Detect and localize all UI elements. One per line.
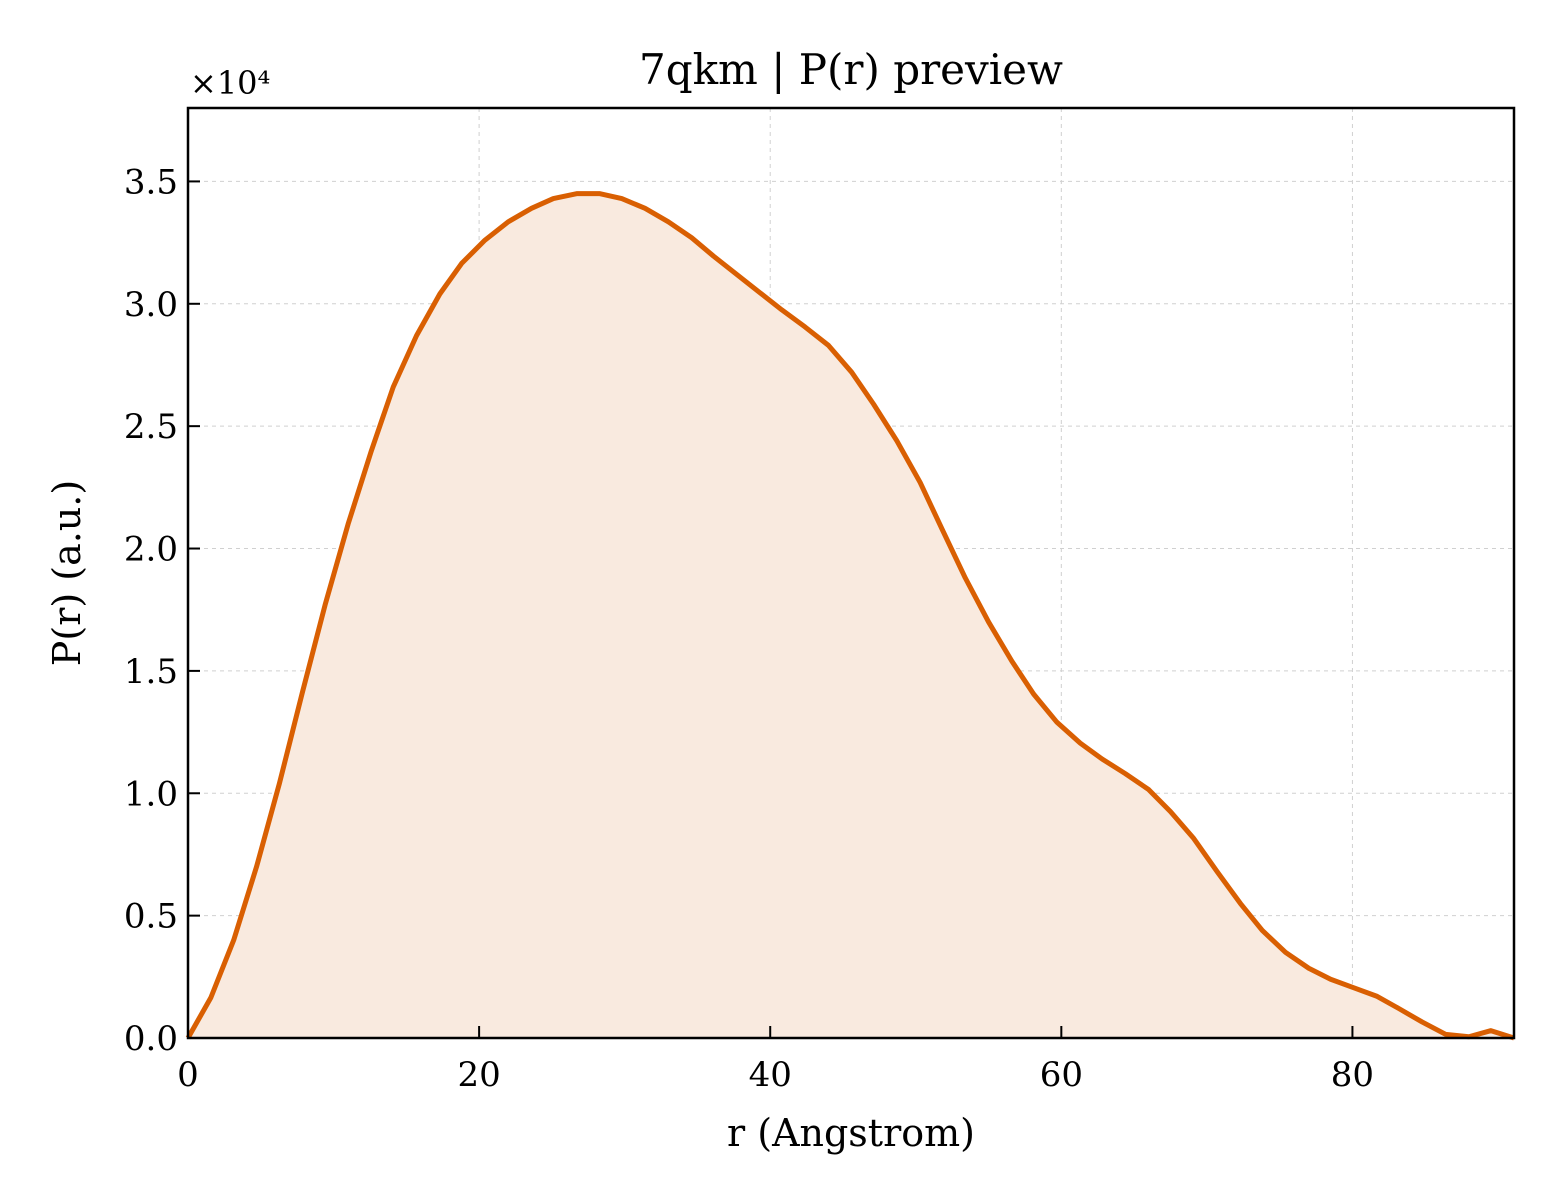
y-tick-label: 0.0 [124,1019,178,1059]
chart-title: 7qkm | P(r) preview [639,45,1063,94]
x-tick-label: 20 [457,1055,500,1095]
x-axis-label: r (Angstrom) [727,1111,975,1155]
x-tick-label: 40 [749,1055,792,1095]
y-tick-label: 3.5 [124,162,178,202]
y-tick-label: 0.5 [124,897,178,937]
y-tick-label: 2.5 [124,407,178,447]
series-area-fill [188,193,1514,1038]
series-line [185,191,1515,1041]
y-tick-label: 2.0 [124,530,178,570]
axis-ticks [187,180,1354,1039]
x-tick-label: 0 [177,1055,199,1095]
y-tick-label: 3.0 [124,285,178,325]
tick-labels: 0 20 40 60 80 0.0 0.5 1.0 1.5 2.0 2.5 3.0 3.5 [124,162,1374,1095]
y-tick-label: 1.5 [124,652,178,692]
plot-area [186,106,1516,1040]
x-tick-label: 60 [1040,1055,1083,1095]
x-tick-label: 80 [1331,1055,1374,1095]
y-tick-label: 1.0 [124,774,178,814]
y-axis-offset-label: ×10⁴ [190,64,270,102]
y-axis-label: P(r) (a.u.) [45,480,89,666]
